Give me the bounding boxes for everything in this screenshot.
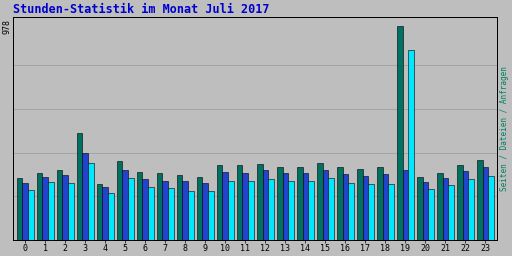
Bar [457, 165, 463, 240]
Bar [408, 50, 414, 240]
Bar [422, 182, 428, 240]
Bar [382, 174, 388, 240]
Bar [82, 153, 88, 240]
Bar [142, 179, 148, 240]
Bar [48, 182, 54, 240]
Bar [197, 177, 202, 240]
Bar [157, 173, 162, 240]
Bar [297, 167, 303, 240]
Text: Stunden-Statistik im Monat Juli 2017: Stunden-Statistik im Monat Juli 2017 [13, 3, 270, 16]
Bar [362, 176, 368, 240]
Bar [308, 182, 314, 240]
Bar [102, 187, 108, 240]
Bar [483, 167, 488, 240]
Bar [17, 178, 23, 240]
Bar [137, 172, 142, 240]
Bar [377, 167, 382, 240]
Bar [388, 184, 394, 240]
Bar [57, 170, 62, 240]
Bar [168, 188, 174, 240]
Bar [177, 175, 182, 240]
Bar [228, 180, 233, 240]
Bar [448, 185, 454, 240]
Bar [42, 177, 48, 240]
Bar [357, 169, 362, 240]
Bar [77, 133, 82, 240]
Bar [477, 160, 483, 240]
Bar [337, 167, 343, 240]
Bar [263, 170, 268, 240]
Bar [223, 172, 228, 240]
Bar [328, 178, 334, 240]
Bar [88, 163, 94, 240]
Bar [62, 175, 68, 240]
Bar [303, 173, 308, 240]
Bar [488, 176, 494, 240]
Bar [463, 171, 468, 240]
Bar [97, 184, 102, 240]
Bar [248, 180, 254, 240]
Bar [277, 167, 283, 240]
Bar [288, 182, 294, 240]
Bar [428, 189, 434, 240]
Bar [182, 182, 188, 240]
Bar [23, 183, 28, 240]
Bar [257, 164, 263, 240]
Bar [188, 191, 194, 240]
Bar [283, 173, 288, 240]
Bar [442, 178, 448, 240]
Bar [148, 187, 154, 240]
Bar [162, 181, 168, 240]
Bar [202, 183, 208, 240]
Bar [208, 191, 214, 240]
Bar [368, 184, 374, 240]
Bar [68, 183, 74, 240]
Bar [437, 173, 442, 240]
Bar [128, 178, 134, 240]
Y-axis label: Seiten / Dateien / Anfragen: Seiten / Dateien / Anfragen [500, 66, 509, 191]
Bar [28, 190, 34, 240]
Bar [468, 179, 474, 240]
Bar [217, 165, 223, 240]
Bar [37, 173, 42, 240]
Bar [117, 161, 122, 240]
Bar [402, 170, 408, 240]
Bar [268, 179, 274, 240]
Bar [317, 163, 323, 240]
Bar [108, 193, 114, 240]
Bar [122, 170, 128, 240]
Bar [348, 183, 354, 240]
Bar [323, 170, 328, 240]
Bar [237, 165, 243, 240]
Bar [417, 177, 422, 240]
Bar [397, 26, 402, 240]
Bar [243, 173, 248, 240]
Bar [343, 174, 348, 240]
